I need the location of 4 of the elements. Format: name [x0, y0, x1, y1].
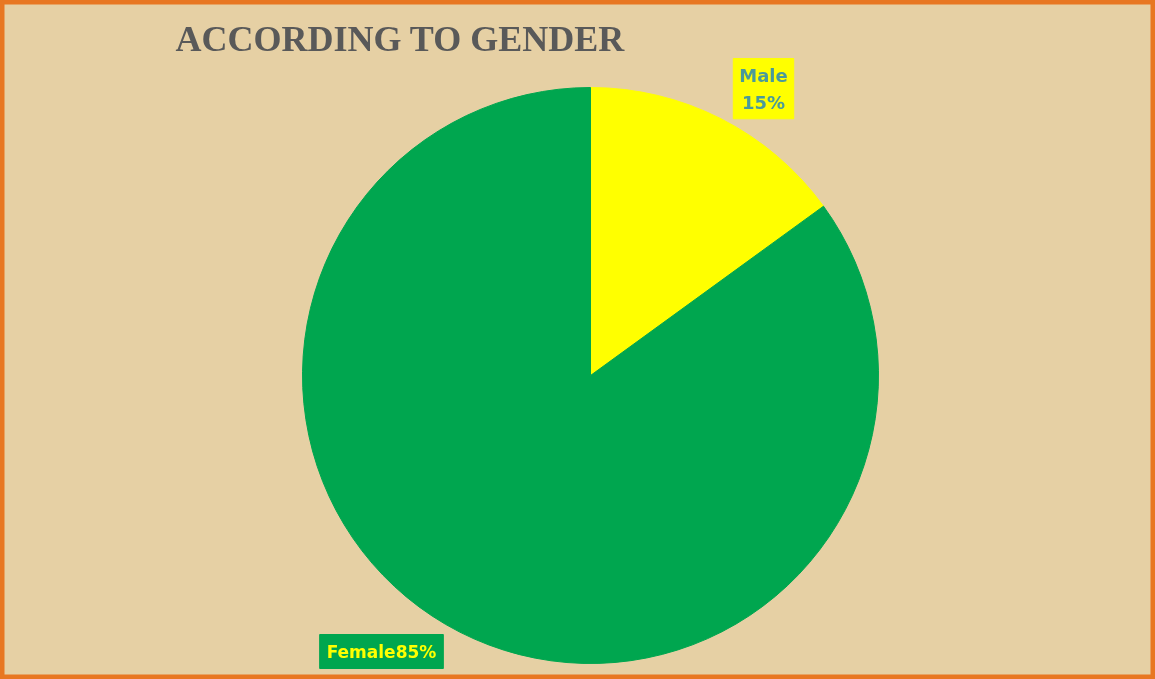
- slice-label: Female85%: [326, 641, 437, 662]
- chart-title: ACCORDING TO GENDER: [175, 18, 626, 59]
- slice-label: Male: [739, 64, 788, 86]
- data-label: 15%: [741, 91, 786, 113]
